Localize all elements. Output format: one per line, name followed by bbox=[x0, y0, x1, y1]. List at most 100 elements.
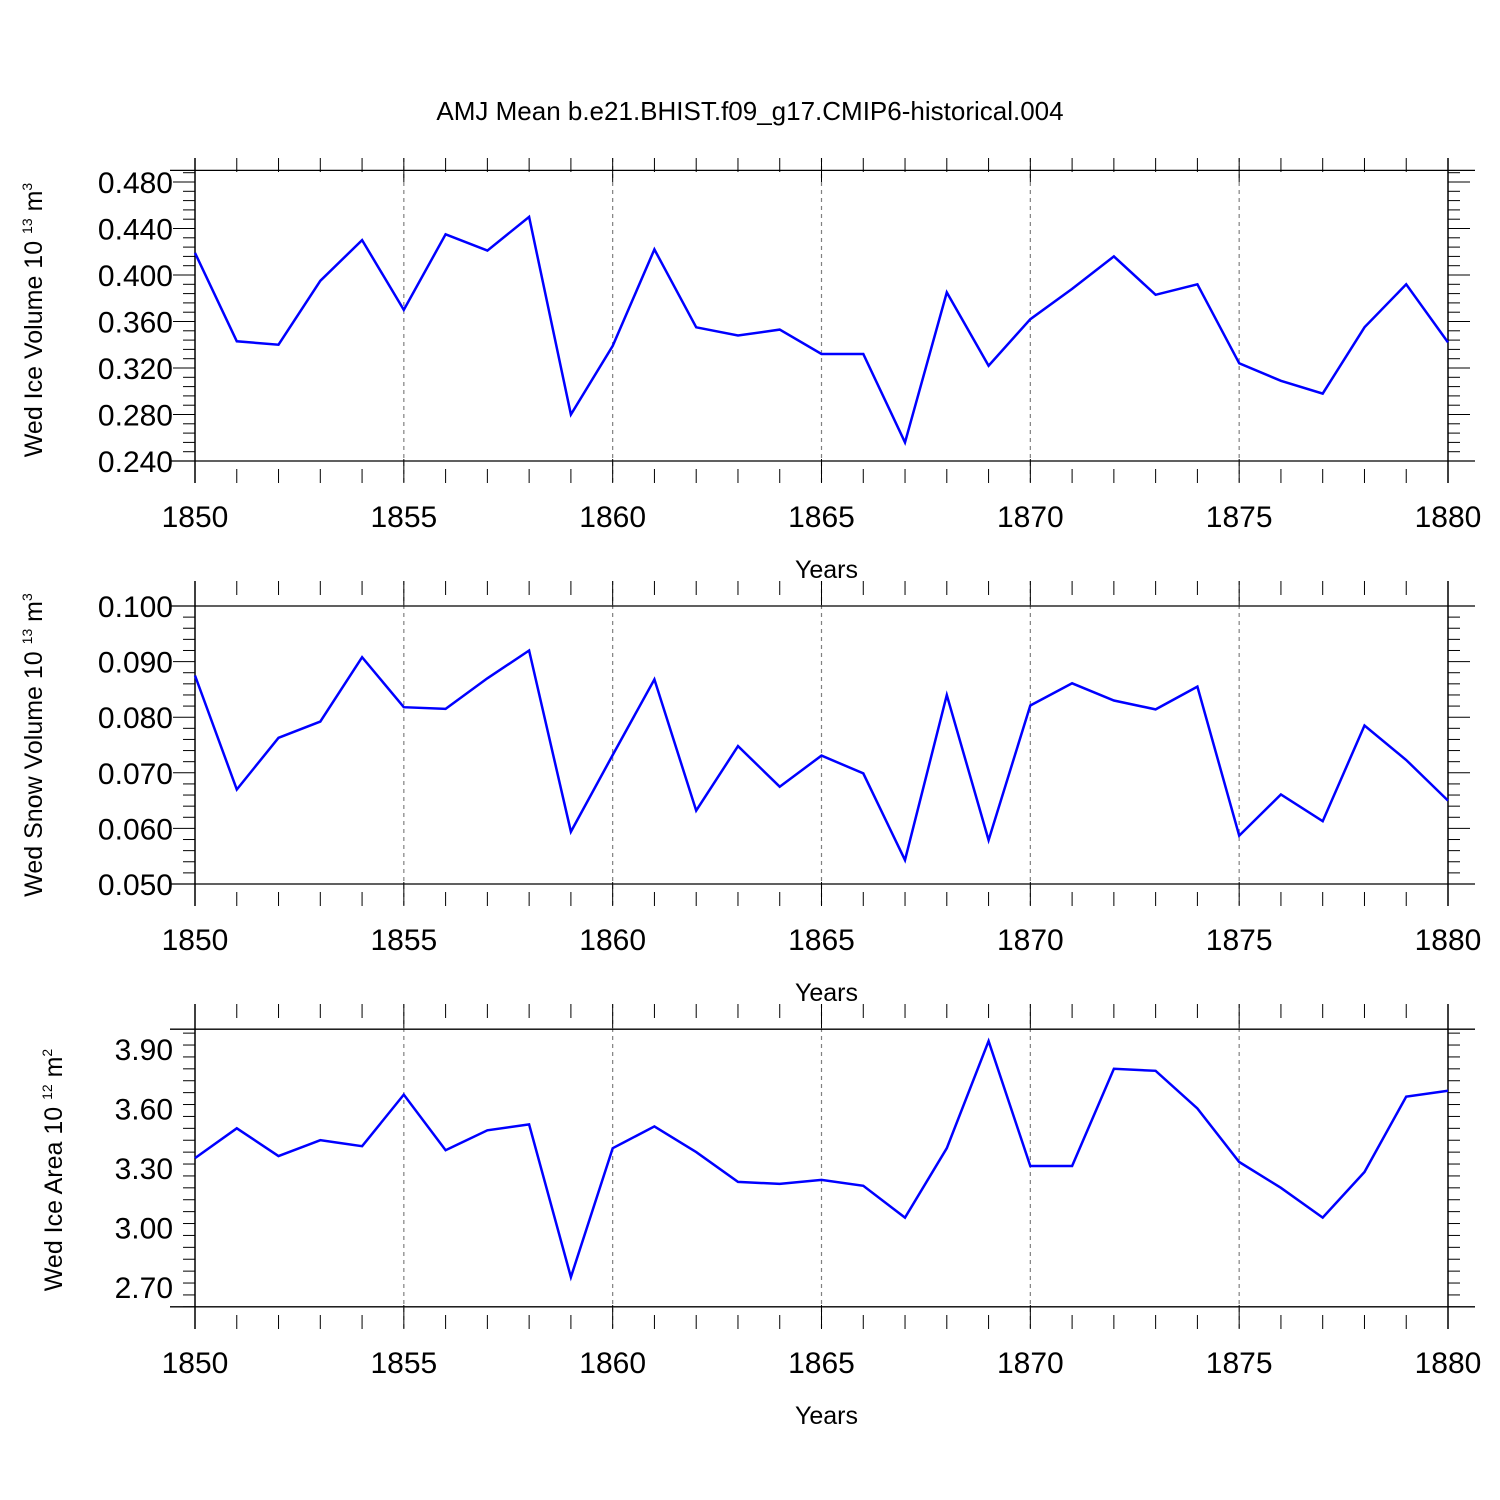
data-point bbox=[402, 308, 406, 312]
data-point bbox=[318, 279, 322, 283]
x-tick-label: 1880 bbox=[1415, 924, 1482, 957]
y-tick-label: 2.70 bbox=[115, 1272, 173, 1305]
data-point bbox=[1028, 704, 1032, 708]
data-point bbox=[485, 1128, 489, 1132]
data-point bbox=[778, 328, 782, 332]
data-point bbox=[652, 1124, 656, 1128]
y-tick-label: 0.080 bbox=[98, 702, 173, 735]
data-point bbox=[1070, 681, 1074, 685]
data-point bbox=[1404, 758, 1408, 762]
x-tick-label: 1855 bbox=[370, 501, 437, 534]
data-point bbox=[444, 707, 448, 711]
y-tick-label: 0.070 bbox=[98, 758, 173, 791]
y-tick-label: 0.050 bbox=[98, 869, 173, 902]
x-tick-label: 1865 bbox=[788, 1347, 855, 1380]
data-point bbox=[277, 1154, 281, 1158]
y-tick-label: 3.90 bbox=[115, 1034, 173, 1067]
x-tick-label: 1875 bbox=[1206, 924, 1273, 957]
data-point bbox=[318, 720, 322, 724]
x-tick-label: 1855 bbox=[370, 1347, 437, 1380]
data-point bbox=[1112, 254, 1116, 258]
series-line bbox=[194, 1037, 1449, 1282]
data-point bbox=[945, 1146, 949, 1150]
data-point bbox=[1195, 685, 1199, 689]
y-tick-label: 0.090 bbox=[98, 647, 173, 680]
data-point bbox=[1321, 819, 1325, 823]
x-tick-label: 1860 bbox=[579, 501, 646, 534]
y-tick-label: 0.100 bbox=[98, 591, 173, 624]
data-point bbox=[1404, 1095, 1408, 1099]
data-point bbox=[945, 693, 949, 697]
data-point bbox=[235, 339, 239, 343]
x-tick-label: 1860 bbox=[579, 924, 646, 957]
data-point bbox=[1237, 361, 1241, 365]
data-point bbox=[1112, 699, 1116, 703]
data-point bbox=[736, 1180, 740, 1184]
data-point bbox=[987, 364, 991, 368]
y-tick-label: 3.60 bbox=[115, 1094, 173, 1127]
panel-2: 0.050 0.060 0.070 0.080 0.090 0.100 1850 1855 18… bbox=[19, 581, 1481, 1007]
data-point bbox=[1154, 293, 1158, 297]
data-point bbox=[193, 674, 197, 678]
x-tick-label: 1870 bbox=[997, 501, 1064, 534]
data-point bbox=[277, 343, 281, 347]
chart-panels: 0.240 0.280 0.320 0.360 0.400 0.440 0.480 1850 1… bbox=[19, 158, 1481, 1430]
data-point bbox=[1279, 379, 1283, 383]
y-tick-label: 0.360 bbox=[98, 307, 173, 340]
data-point bbox=[694, 1150, 698, 1154]
data-point bbox=[820, 1178, 824, 1182]
data-point bbox=[611, 1146, 615, 1150]
data-point bbox=[987, 838, 991, 842]
data-point bbox=[569, 1275, 573, 1279]
y-tick-label: 3.30 bbox=[115, 1153, 173, 1186]
series-line bbox=[193, 648, 1449, 864]
data-point bbox=[694, 325, 698, 329]
y-tick-label: 0.320 bbox=[98, 353, 173, 386]
data-point bbox=[527, 1122, 531, 1126]
data-point bbox=[1154, 1069, 1158, 1073]
data-point bbox=[1404, 282, 1408, 286]
data-point bbox=[1446, 799, 1450, 803]
data-point bbox=[1279, 792, 1283, 796]
data-point bbox=[1028, 1164, 1032, 1168]
data-point bbox=[235, 787, 239, 791]
y-tick-label: 0.440 bbox=[98, 214, 173, 247]
x-tick-label: 1875 bbox=[1206, 1347, 1273, 1380]
data-point bbox=[1237, 1160, 1241, 1164]
chart-title: AMJ Mean b.e21.BHIST.f09_g17.CMIP6-histo… bbox=[436, 96, 1063, 126]
data-point bbox=[360, 1144, 364, 1148]
x-tick-label: 1865 bbox=[788, 501, 855, 534]
data-point bbox=[1154, 707, 1158, 711]
data-point bbox=[1321, 1216, 1325, 1220]
data-point bbox=[193, 251, 197, 255]
data-point bbox=[903, 1216, 907, 1220]
data-point bbox=[1362, 1170, 1366, 1174]
data-point bbox=[193, 1156, 197, 1160]
data-point bbox=[1279, 1186, 1283, 1190]
data-point bbox=[1237, 834, 1241, 838]
y-tick-label: 0.060 bbox=[98, 813, 173, 846]
panel-1: 0.240 0.280 0.320 0.360 0.400 0.440 0.480 1850 1… bbox=[19, 158, 1481, 584]
data-point bbox=[820, 352, 824, 356]
data-point bbox=[945, 290, 949, 294]
data-point bbox=[485, 249, 489, 253]
data-point bbox=[987, 1039, 991, 1043]
x-axis-label: Years bbox=[795, 1402, 858, 1430]
x-tick-label: 1865 bbox=[788, 924, 855, 957]
data-point bbox=[1321, 392, 1325, 396]
x-tick-label: 1880 bbox=[1415, 501, 1482, 534]
data-point bbox=[861, 771, 865, 775]
data-point bbox=[903, 440, 907, 444]
data-point bbox=[694, 809, 698, 813]
data-point bbox=[1446, 1089, 1450, 1093]
data-point bbox=[736, 333, 740, 337]
x-tick-label: 1880 bbox=[1415, 1347, 1482, 1380]
data-point bbox=[277, 736, 281, 740]
data-point bbox=[485, 676, 489, 680]
data-point bbox=[611, 344, 615, 348]
data-point bbox=[611, 753, 615, 757]
y-axis-label: Wed Ice Area 10 12 m2 bbox=[39, 1049, 68, 1292]
data-point bbox=[569, 830, 573, 834]
data-point bbox=[1112, 1067, 1116, 1071]
